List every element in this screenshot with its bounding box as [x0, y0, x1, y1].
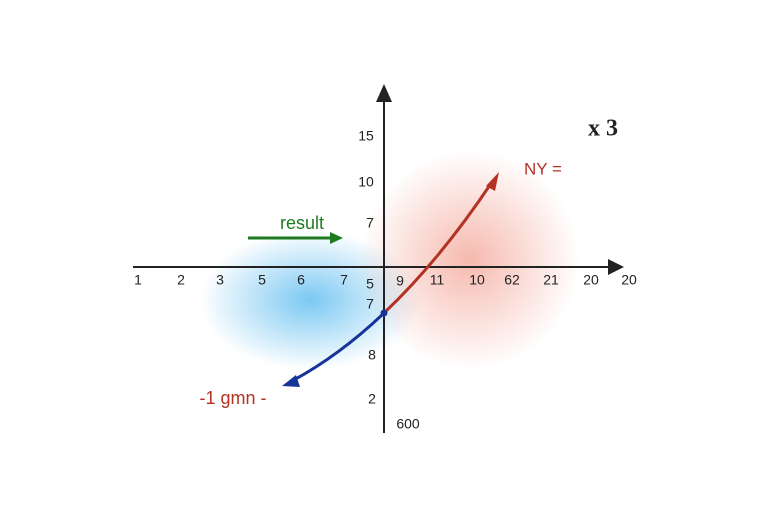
x-axis-label: 1 [134, 272, 142, 288]
axis-labels: 1 2 3 5 6 7 5 9 11 10 62 21 20 20 15 10 7 7 8 2 600 [134, 128, 637, 432]
x-axis-label: 11 [430, 272, 445, 288]
x-axis-label: 20 [583, 272, 599, 288]
x-axis-label: 3 [216, 272, 224, 288]
red-glow [360, 150, 580, 370]
x-axis-label: 5 [258, 272, 266, 288]
x-axis-label: 2 [177, 272, 185, 288]
red-curve [382, 181, 494, 315]
x-axis-label: 7 [340, 272, 348, 288]
y-axis-label: 10 [358, 174, 374, 190]
title: x 3 [588, 116, 618, 142]
y-axis-label: 2 [368, 391, 376, 407]
y-axis-label: 8 [368, 347, 376, 363]
y-axis-label: 600 [396, 416, 420, 432]
x-axis-label: 5 [366, 276, 374, 292]
gmn-label: -1 gmn - [199, 388, 266, 408]
y-axis-label: 7 [366, 215, 374, 231]
y-axis-arrow [376, 84, 392, 102]
y-axis-label: 15 [358, 128, 374, 144]
red-arrowhead [486, 172, 499, 191]
x-axis-arrow [608, 259, 624, 275]
x-axis-label: 21 [543, 272, 559, 288]
x-axis-label: 10 [469, 272, 485, 288]
ny-label: NY = [524, 159, 562, 178]
junction-point [380, 309, 388, 317]
x-axis-label: 20 [621, 272, 637, 288]
result-label: result [280, 213, 324, 233]
blue-curve [291, 311, 386, 383]
y-axis-label: 7 [366, 296, 374, 312]
x-axis-label: 9 [396, 273, 404, 289]
x-axis-label: 62 [504, 272, 520, 288]
result-arrowhead [330, 232, 343, 244]
blue-arrowhead [282, 375, 300, 387]
x-axis-label: 6 [297, 272, 305, 288]
